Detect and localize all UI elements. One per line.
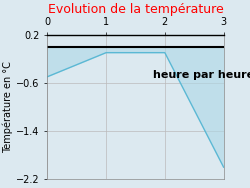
Title: Evolution de la température: Evolution de la température xyxy=(48,3,223,16)
Text: heure par heure: heure par heure xyxy=(153,70,250,80)
Y-axis label: Température en °C: Température en °C xyxy=(3,61,13,153)
